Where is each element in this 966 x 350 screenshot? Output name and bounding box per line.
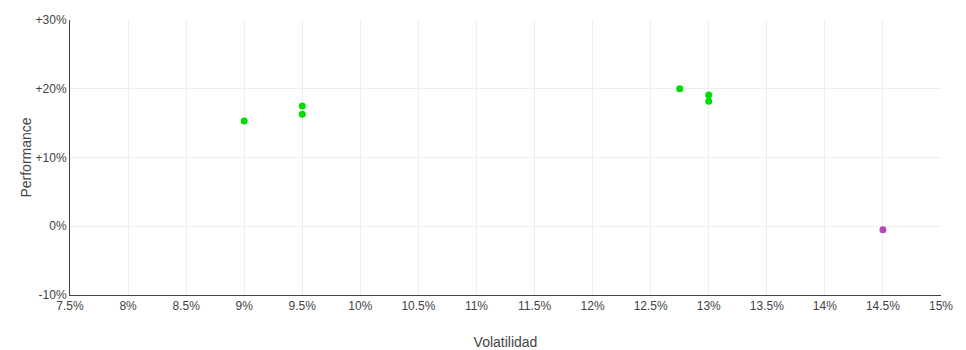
svg-text:14%: 14% [813,299,837,313]
svg-text:7.5%: 7.5% [56,299,84,313]
svg-text:+20%: +20% [36,82,67,96]
svg-text:10%: 10% [348,299,372,313]
svg-text:9.5%: 9.5% [289,299,317,313]
svg-text:13.5%: 13.5% [750,299,784,313]
svg-text:+30%: +30% [36,13,67,27]
svg-text:11%: 11% [465,299,488,313]
svg-text:8.5%: 8.5% [172,299,200,313]
svg-text:9%: 9% [236,299,254,313]
svg-text:11.5%: 11.5% [518,299,551,313]
svg-text:+10%: +10% [36,151,67,165]
svg-text:13%: 13% [697,299,721,313]
svg-text:15%: 15% [929,299,953,313]
svg-text:14.5%: 14.5% [866,299,900,313]
svg-text:Volatilidad: Volatilidad [474,334,538,350]
svg-text:Performance: Performance [18,117,34,197]
svg-text:12.5%: 12.5% [634,299,668,313]
svg-text:-10%: -10% [39,288,67,302]
svg-text:12%: 12% [581,299,605,313]
svg-text:10.5%: 10.5% [401,299,435,313]
svg-text:0%: 0% [49,219,67,233]
svg-text:8%: 8% [119,299,137,313]
